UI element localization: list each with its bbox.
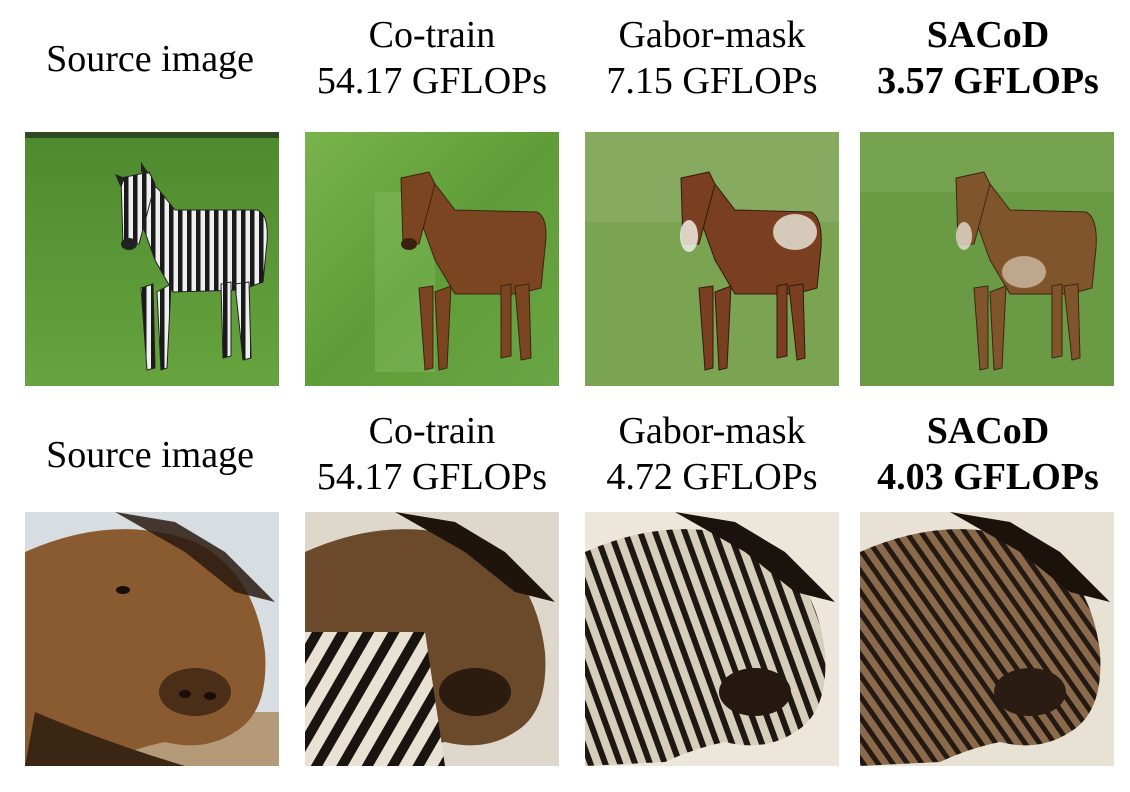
method-name: Gabor-mask (618, 410, 806, 452)
row1-source-caption: Source image (10, 36, 290, 82)
row2-sacod-image (860, 512, 1114, 766)
horse-result-photo (585, 132, 839, 386)
row1-cotrain-image (305, 132, 559, 386)
row1-gabor-image (585, 132, 839, 386)
method-flops: 54.17 GFLOPs (316, 60, 548, 102)
row2-gabor-caption: Gabor-mask 4.72 GFLOPs (572, 408, 852, 500)
method-name: Gabor-mask (618, 14, 806, 56)
source-label: Source image (46, 38, 254, 80)
method-flops: 4.03 GFLOPs (877, 456, 1099, 498)
horse-result-photo (860, 132, 1114, 386)
row2-cotrain-caption: Co-train 54.17 GFLOPs (292, 408, 572, 500)
zebra-result-photo (585, 512, 839, 766)
method-flops: 54.17 GFLOPs (316, 456, 548, 498)
row2-sacod-caption: SACoD 4.03 GFLOPs (846, 408, 1130, 500)
row2-source-caption: Source image (10, 432, 290, 478)
horse-result-photo (305, 132, 559, 386)
method-flops: 4.72 GFLOPs (606, 456, 818, 498)
row1-source-image (25, 132, 279, 386)
row1-sacod-caption: SACoD 3.57 GFLOPs (846, 12, 1130, 104)
method-name: Co-train (368, 410, 496, 452)
horse-head-photo (25, 512, 279, 766)
method-name: SACoD (926, 410, 1050, 452)
row1-sacod-image (860, 132, 1114, 386)
row1-gabor-caption: Gabor-mask 7.15 GFLOPs (572, 12, 852, 104)
method-flops: 7.15 GFLOPs (606, 60, 818, 102)
method-name: Co-train (368, 14, 496, 56)
zebra-result-photo (860, 512, 1114, 766)
zebra-photo (25, 132, 279, 386)
row2-gabor-image (585, 512, 839, 766)
zebra-result-photo (305, 512, 559, 766)
method-flops: 3.57 GFLOPs (877, 60, 1099, 102)
source-label: Source image (46, 434, 254, 476)
method-name: SACoD (926, 14, 1050, 56)
row1-cotrain-caption: Co-train 54.17 GFLOPs (292, 12, 572, 104)
row2-source-image (25, 512, 279, 766)
row2-cotrain-image (305, 512, 559, 766)
